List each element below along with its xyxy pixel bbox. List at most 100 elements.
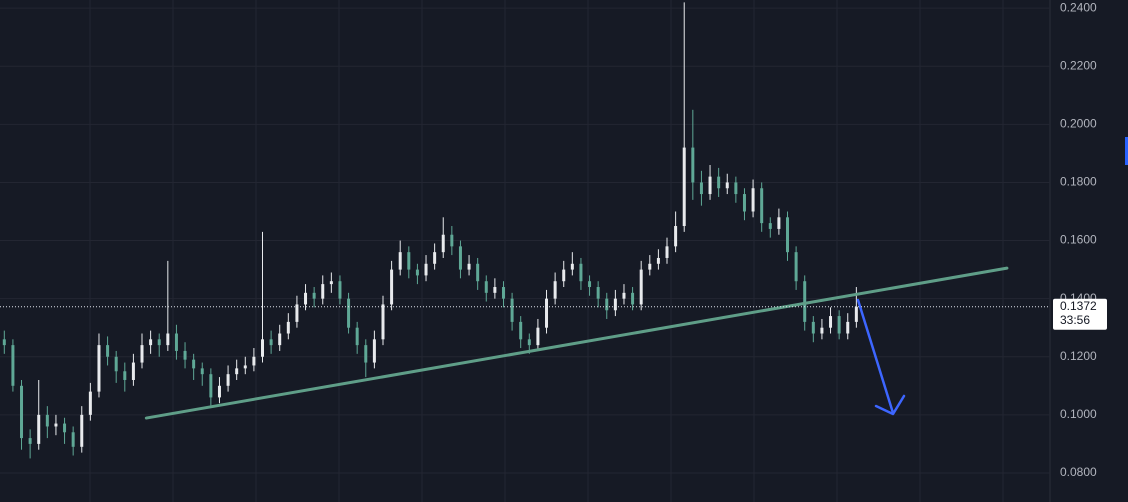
candle-body	[183, 350, 187, 360]
candle-body	[493, 287, 497, 293]
candle-body	[742, 194, 746, 212]
candle-body	[278, 333, 282, 346]
candle-body	[106, 345, 110, 357]
candle-body	[252, 356, 256, 366]
candle-body	[295, 304, 299, 322]
candle-body	[682, 147, 686, 227]
candle-body	[372, 339, 376, 363]
candle-body	[674, 226, 678, 247]
candle-body	[631, 292, 635, 305]
candle-body	[157, 339, 161, 346]
candle-body	[88, 391, 92, 415]
candle-body	[174, 333, 178, 351]
candle-body	[837, 316, 841, 334]
candle-body	[777, 217, 781, 229]
candle-body	[803, 281, 807, 322]
candle-body	[699, 182, 703, 195]
trendline	[144, 266, 1009, 420]
y-tick-label: 0.1800	[1060, 175, 1097, 189]
candle-body	[458, 246, 462, 270]
candle-body	[820, 327, 824, 334]
candle-body	[570, 263, 574, 270]
candle-body	[596, 287, 600, 299]
candle-body	[71, 432, 75, 447]
candle-body	[166, 333, 170, 346]
candle-body	[2, 339, 6, 346]
candle-body	[390, 269, 394, 305]
candle-body	[510, 298, 514, 322]
candle-body	[760, 188, 764, 224]
candle-body	[527, 339, 531, 346]
candle-body	[149, 339, 153, 346]
candle-body	[200, 368, 204, 375]
candle-body	[536, 327, 540, 346]
candle-body	[192, 359, 196, 369]
candle-body	[37, 414, 41, 444]
candle-body	[45, 414, 49, 427]
candle-body	[476, 263, 480, 282]
candle-body	[338, 281, 342, 299]
candle-body	[226, 374, 230, 386]
candle-body	[484, 281, 488, 293]
candle-body	[553, 281, 557, 299]
candle-body	[854, 306, 858, 322]
candle-body	[329, 281, 333, 285]
candle-body	[54, 423, 58, 427]
candle-body	[562, 269, 566, 282]
candle-body	[639, 269, 643, 305]
candle-body	[450, 234, 454, 247]
candle-body	[11, 345, 15, 386]
candle-body	[717, 176, 721, 189]
last-price-box	[1053, 298, 1107, 330]
candle-body	[501, 287, 505, 299]
y-tick-label: 0.2000	[1060, 117, 1097, 131]
candle-body	[131, 362, 135, 380]
arrow	[856, 298, 906, 416]
candle-body	[786, 217, 789, 253]
candle-body	[846, 321, 850, 334]
candle-body	[751, 188, 755, 212]
candle-body	[286, 321, 290, 334]
candle-body	[364, 345, 368, 363]
candle-body	[811, 321, 815, 334]
candle-body	[605, 298, 609, 311]
candle-body	[768, 223, 772, 229]
candle-body	[269, 339, 273, 346]
candle-body	[381, 304, 385, 340]
candle-body	[829, 316, 833, 328]
candle-body	[648, 263, 652, 270]
candle-body	[656, 257, 660, 264]
candle-body	[209, 374, 213, 398]
y-tick-label: 0.0800	[1060, 465, 1097, 479]
last-price-label: 0.1372	[1060, 299, 1097, 313]
candle-body	[217, 385, 221, 398]
candle-body	[467, 263, 471, 270]
candle-body	[97, 345, 101, 392]
y-tick-label: 0.2400	[1060, 0, 1097, 14]
candle-body	[691, 147, 695, 183]
candle-body	[243, 365, 247, 369]
candle-body	[261, 339, 264, 357]
candle-body	[20, 385, 24, 439]
countdown: 33:56	[1060, 313, 1090, 327]
candle-body	[355, 327, 359, 346]
candle-body	[398, 252, 402, 270]
candle-body	[407, 252, 411, 270]
candle-body	[321, 284, 325, 299]
candle-body	[123, 371, 127, 380]
y-tick-label: 0.1600	[1060, 233, 1097, 247]
candle-body	[114, 356, 118, 372]
candle-body	[665, 246, 669, 258]
candle-body	[545, 298, 549, 328]
candle-body	[725, 182, 729, 189]
candle-body	[613, 298, 617, 311]
candle-body	[734, 182, 738, 195]
candle-body	[708, 176, 712, 195]
candle-body	[304, 292, 308, 305]
candle-body	[622, 292, 626, 299]
candle-body	[441, 234, 445, 253]
candle-body	[28, 438, 32, 444]
